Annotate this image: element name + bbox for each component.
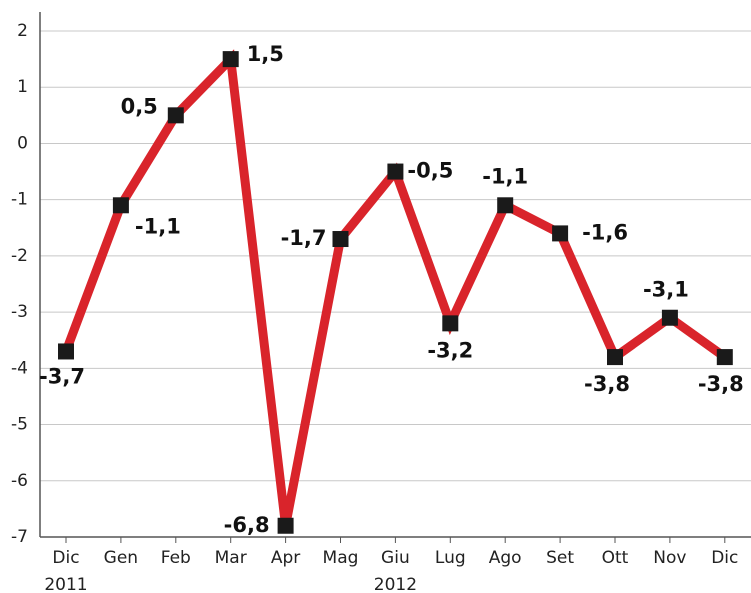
- x-tick-label: Dic 2011: [44, 548, 88, 593]
- marker: [552, 225, 569, 242]
- data-label: -0,5: [407, 159, 453, 183]
- marker: [112, 197, 129, 214]
- marker: [167, 107, 184, 124]
- y-tick-label: -7: [11, 527, 28, 547]
- y-tick-label: -2: [11, 246, 28, 266]
- marker: [607, 349, 623, 366]
- y-tick-label: -3: [11, 302, 28, 322]
- x-tick-label: Dic: [711, 548, 739, 568]
- data-label: -3,8: [698, 372, 744, 396]
- marker: [222, 51, 239, 68]
- data-label: -3,2: [427, 338, 473, 362]
- x-tick-label: Giu 2012: [373, 548, 418, 593]
- x-tick-label: Ott: [601, 548, 629, 568]
- data-label: -3,1: [643, 278, 689, 302]
- marker: [661, 309, 678, 326]
- x-tick-label: Gen: [103, 548, 139, 568]
- x-tick-label: Set: [546, 548, 575, 568]
- x-tick-label: Mar: [214, 548, 247, 568]
- y-tick-label: 0: [17, 133, 28, 153]
- data-label: -3,8: [584, 372, 630, 396]
- x-tick-label: Feb: [160, 548, 191, 568]
- marker: [497, 197, 514, 214]
- marker: [277, 517, 294, 534]
- x-tick-label: Nov: [653, 548, 687, 568]
- marker: [387, 163, 404, 180]
- x-tick-label: Lug: [434, 548, 466, 568]
- y-tick-label: 2: [17, 21, 28, 41]
- x-tick-label: Ago: [488, 548, 522, 568]
- y-tick-label: -6: [11, 471, 28, 491]
- y-tick-label: -5: [11, 415, 28, 435]
- marker: [716, 349, 733, 366]
- data-label: 1,5: [247, 42, 284, 66]
- x-tick-label: Apr: [270, 548, 301, 568]
- data-label: -3,7: [39, 364, 85, 388]
- y-tick-label: -1: [11, 190, 28, 210]
- data-label: -1,1: [135, 214, 181, 238]
- marker: [442, 315, 459, 332]
- data-label: -1,6: [582, 220, 628, 244]
- line: [61, 49, 728, 527]
- y-tick-label: 1: [17, 77, 28, 97]
- data-label: -6,8: [224, 513, 270, 537]
- marker: [58, 343, 74, 360]
- marker: [332, 231, 349, 248]
- x-tick-label: Mag: [322, 548, 359, 568]
- y-tick-label: -4: [11, 358, 28, 378]
- data-label: 0,5: [121, 94, 158, 118]
- data-label: -1,1: [482, 164, 528, 188]
- data-label: -1,7: [281, 226, 327, 250]
